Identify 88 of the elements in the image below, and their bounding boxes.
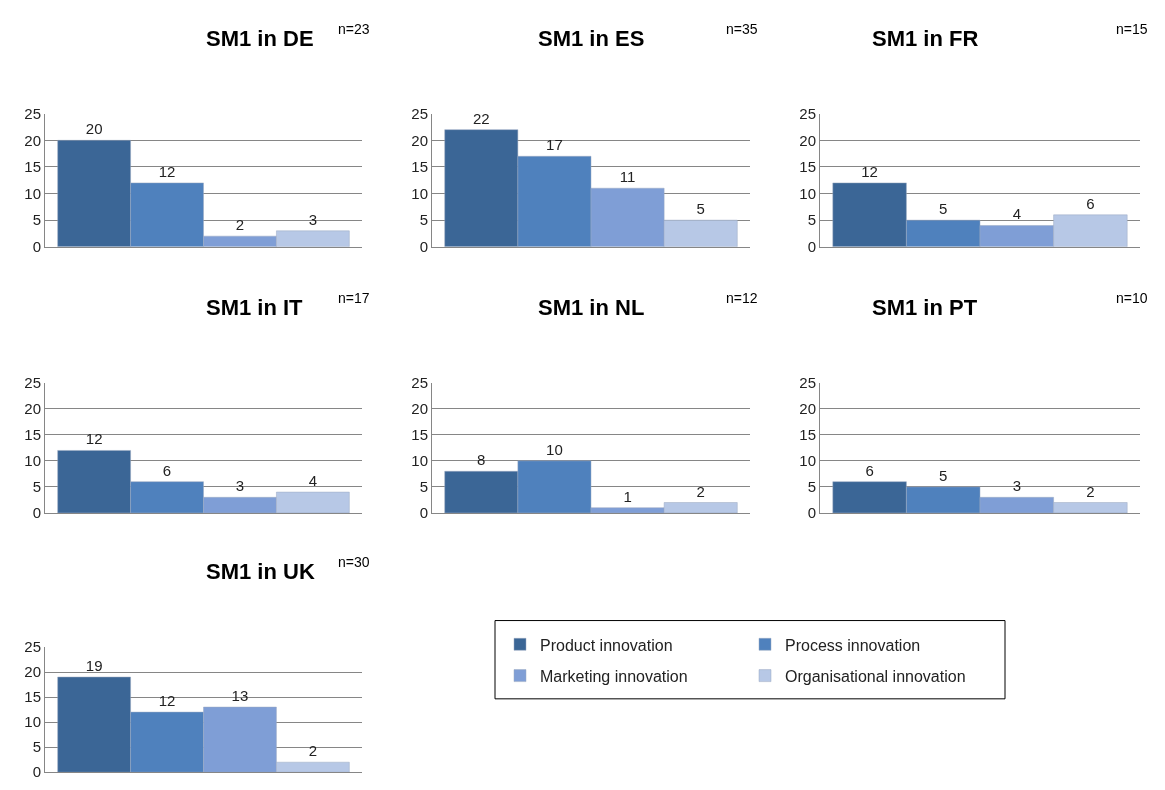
y-tick-label: 20 (411, 131, 428, 149)
y-tick-label: 10 (24, 184, 41, 202)
data-label: 12 (861, 162, 878, 180)
y-tick-label: 20 (411, 400, 428, 418)
y-tick-label: 10 (24, 713, 41, 731)
data-label: 10 (546, 440, 563, 458)
y-tick-label: 0 (32, 504, 41, 522)
data-label: 6 (162, 461, 172, 479)
data-label: 11 (619, 168, 636, 186)
y-tick-label: 15 (24, 426, 41, 444)
data-label: 4 (308, 472, 318, 490)
data-label: 13 (231, 687, 249, 705)
y-tick-label: 0 (807, 504, 816, 522)
data-label: 1 (623, 487, 632, 505)
y-tick-label: 5 (32, 478, 41, 496)
y-tick-label: 15 (799, 158, 816, 176)
y-tick-label: 15 (24, 688, 41, 706)
data-label: 5 (696, 200, 705, 218)
y-tick-label: 20 (24, 131, 41, 149)
data-label: 12 (85, 430, 103, 448)
data-label: 3 (235, 477, 245, 495)
y-tick-label: 5 (419, 211, 428, 229)
y-tick-label: 25 (24, 638, 41, 656)
legend-label: Process innovation (785, 636, 921, 654)
y-tick-label: 5 (32, 738, 41, 756)
chart-title: SM1 in FR (872, 26, 979, 51)
y-tick-label: 25 (799, 374, 816, 392)
text: n=10 (1116, 290, 1148, 306)
text: n=15 (1116, 21, 1148, 37)
legend-label: Product innovation (540, 636, 673, 654)
y-tick-label: 10 (411, 452, 428, 470)
y-tick-label: 25 (411, 104, 428, 122)
y-tick-label: 0 (419, 238, 428, 256)
chart-title: SM1 in DE (206, 26, 314, 51)
text: n=30 (338, 554, 370, 570)
y-tick-label: 5 (807, 478, 816, 496)
data-label: 4 (1012, 205, 1021, 223)
chart-title: SM1 in NL (538, 295, 645, 320)
y-tick-label: 0 (32, 238, 41, 256)
legend-label: Organisational innovation (785, 667, 966, 685)
y-tick-label: 15 (411, 426, 428, 444)
chart-title: SM1 in IT (206, 295, 304, 320)
data-label: 5 (939, 466, 948, 484)
y-tick-label: 15 (799, 426, 816, 444)
text: n=12 (726, 290, 758, 306)
data-label: 22 (472, 109, 490, 127)
y-tick-label: 25 (799, 104, 816, 122)
y-tick-label: 10 (799, 452, 816, 470)
y-tick-label: 15 (411, 158, 428, 176)
y-tick-label: 20 (24, 400, 41, 418)
data-label: 6 (865, 461, 874, 479)
y-tick-label: 0 (807, 238, 816, 256)
data-label: 6 (1086, 194, 1095, 212)
data-label: 20 (85, 120, 103, 138)
data-label: 17 (546, 136, 563, 154)
data-label: 8 (477, 451, 486, 469)
text: n=17 (338, 290, 370, 306)
y-tick-label: 0 (32, 763, 41, 781)
y-tick-label: 10 (24, 452, 41, 470)
y-tick-label: 25 (411, 374, 428, 392)
legend-label: Marketing innovation (540, 667, 688, 685)
y-tick-label: 5 (807, 211, 816, 229)
text: n=23 (338, 21, 370, 37)
data-label: 2 (1086, 482, 1095, 500)
y-tick-label: 15 (24, 158, 41, 176)
chart-title: SM1 in PT (872, 295, 978, 320)
data-label: 3 (308, 210, 318, 228)
data-label: 2 (308, 742, 318, 760)
y-tick-label: 20 (24, 663, 41, 681)
data-label: 3 (1012, 477, 1021, 495)
chart-title: SM1 in UK (206, 559, 315, 584)
data-label: 2 (696, 482, 705, 500)
y-tick-label: 25 (24, 104, 41, 122)
data-label: 2 (235, 216, 245, 234)
chart-title: SM1 in ES (538, 26, 645, 51)
y-tick-label: 20 (799, 131, 816, 149)
y-tick-label: 10 (799, 184, 816, 202)
y-tick-label: 5 (419, 478, 428, 496)
text: n=35 (726, 21, 758, 37)
y-tick-label: 5 (32, 211, 41, 229)
data-label: 12 (158, 692, 176, 710)
y-tick-label: 10 (411, 184, 428, 202)
y-tick-label: 0 (419, 504, 428, 522)
y-tick-label: 20 (799, 400, 816, 418)
data-label: 5 (939, 200, 948, 218)
data-label: 19 (85, 657, 103, 675)
data-label: 12 (158, 162, 176, 180)
y-tick-label: 25 (24, 374, 41, 392)
